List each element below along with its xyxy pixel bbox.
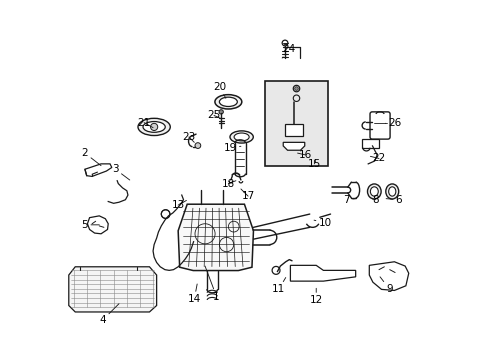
Ellipse shape — [214, 95, 241, 109]
Polygon shape — [178, 204, 253, 271]
Text: 7: 7 — [343, 195, 355, 205]
Text: 5: 5 — [81, 220, 99, 230]
Text: 13: 13 — [171, 200, 186, 210]
Text: 1: 1 — [204, 266, 220, 302]
Ellipse shape — [369, 187, 378, 196]
Text: 17: 17 — [241, 189, 254, 201]
Circle shape — [219, 110, 223, 114]
Bar — [361, 139, 378, 148]
Text: 21: 21 — [137, 118, 153, 128]
Polygon shape — [85, 164, 112, 176]
Text: 23: 23 — [182, 132, 195, 142]
Polygon shape — [290, 265, 355, 281]
Text: 15: 15 — [307, 159, 321, 169]
Polygon shape — [368, 262, 408, 291]
Bar — [285, 125, 303, 136]
Text: 10: 10 — [313, 218, 331, 228]
Text: 26: 26 — [385, 118, 401, 128]
Text: 24: 24 — [282, 44, 295, 58]
Ellipse shape — [385, 184, 398, 199]
Polygon shape — [87, 216, 108, 234]
Ellipse shape — [234, 133, 249, 141]
Text: 20: 20 — [212, 82, 225, 98]
Text: 25: 25 — [207, 111, 220, 121]
Circle shape — [150, 123, 158, 131]
Polygon shape — [69, 267, 156, 312]
Ellipse shape — [142, 122, 165, 132]
Text: 3: 3 — [112, 164, 129, 180]
Text: 6: 6 — [386, 195, 401, 205]
Circle shape — [294, 87, 298, 90]
Text: 4: 4 — [100, 304, 119, 325]
Text: 22: 22 — [369, 153, 385, 163]
Text: 9: 9 — [379, 277, 392, 294]
Text: 12: 12 — [309, 288, 322, 305]
Text: 14: 14 — [187, 284, 201, 304]
Circle shape — [195, 143, 201, 148]
Polygon shape — [283, 142, 304, 150]
Bar — [265, 81, 327, 166]
Ellipse shape — [388, 187, 395, 196]
Text: 2: 2 — [81, 148, 101, 166]
Text: 18: 18 — [221, 179, 235, 189]
Text: 16: 16 — [297, 150, 311, 160]
Text: 19: 19 — [223, 143, 241, 153]
FancyBboxPatch shape — [369, 112, 389, 139]
Ellipse shape — [229, 131, 253, 143]
Ellipse shape — [367, 184, 380, 199]
Text: 11: 11 — [271, 278, 285, 294]
Ellipse shape — [219, 97, 237, 107]
Text: 8: 8 — [371, 195, 378, 205]
Ellipse shape — [138, 118, 170, 135]
